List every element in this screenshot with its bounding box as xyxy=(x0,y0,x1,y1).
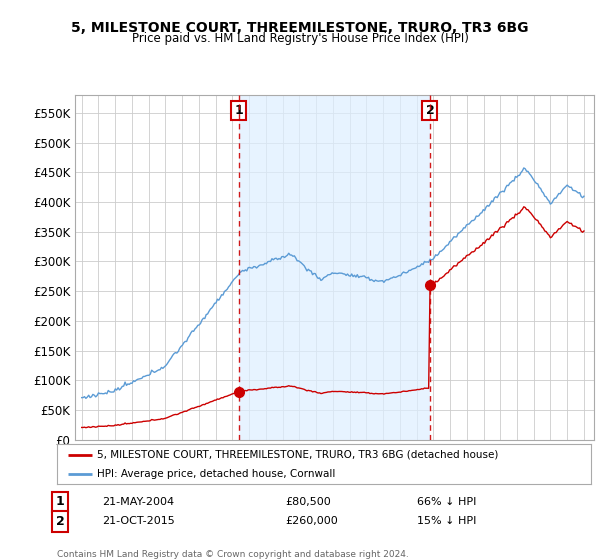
Bar xyxy=(239,95,430,440)
Text: 1: 1 xyxy=(235,104,243,117)
Text: £260,000: £260,000 xyxy=(285,516,338,526)
Text: 2: 2 xyxy=(425,104,434,117)
Text: 21-MAY-2004: 21-MAY-2004 xyxy=(102,497,174,507)
Text: 21-OCT-2015: 21-OCT-2015 xyxy=(102,516,175,526)
Text: HPI: Average price, detached house, Cornwall: HPI: Average price, detached house, Corn… xyxy=(97,469,335,478)
Text: 2: 2 xyxy=(56,515,64,528)
Text: Price paid vs. HM Land Registry's House Price Index (HPI): Price paid vs. HM Land Registry's House … xyxy=(131,32,469,45)
Text: 5, MILESTONE COURT, THREEMILESTONE, TRURO, TR3 6BG (detached house): 5, MILESTONE COURT, THREEMILESTONE, TRUR… xyxy=(97,450,499,460)
Text: 66% ↓ HPI: 66% ↓ HPI xyxy=(417,497,476,507)
Text: 1: 1 xyxy=(56,495,64,508)
Text: 5, MILESTONE COURT, THREEMILESTONE, TRURO, TR3 6BG: 5, MILESTONE COURT, THREEMILESTONE, TRUR… xyxy=(71,21,529,35)
Text: £80,500: £80,500 xyxy=(285,497,331,507)
Text: Contains HM Land Registry data © Crown copyright and database right 2024.
This d: Contains HM Land Registry data © Crown c… xyxy=(57,550,409,560)
Text: 15% ↓ HPI: 15% ↓ HPI xyxy=(417,516,476,526)
